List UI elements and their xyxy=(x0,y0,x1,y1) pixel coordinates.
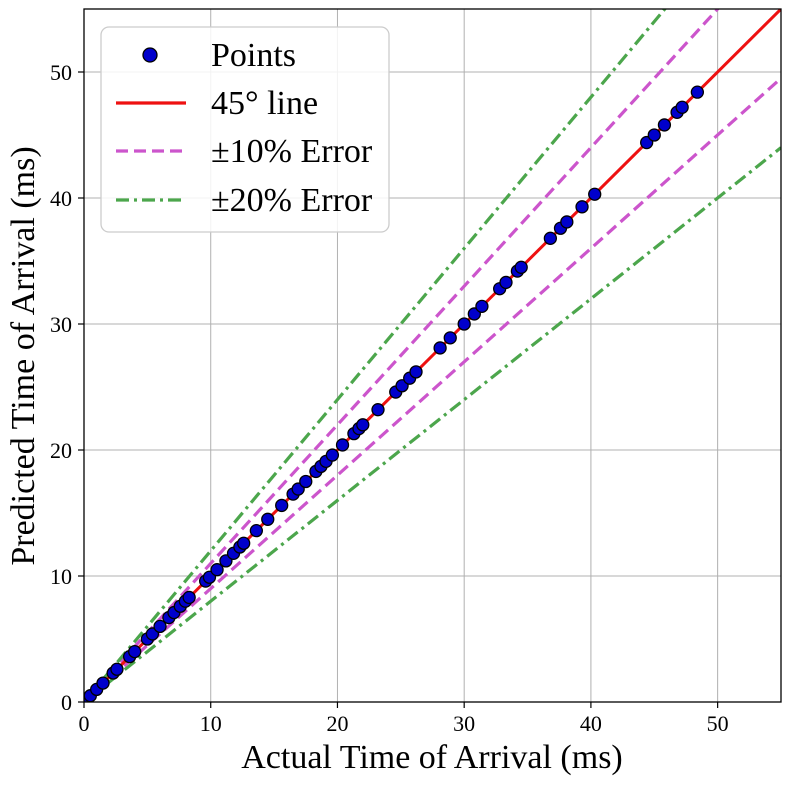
data-point-42 xyxy=(433,341,447,355)
data-point-32 xyxy=(325,448,340,462)
data-point-57 xyxy=(647,128,661,142)
data-point-43 xyxy=(443,331,457,345)
data-point-33 xyxy=(335,438,350,452)
data-point-25 xyxy=(275,498,289,513)
legend-marker-points xyxy=(142,47,158,63)
data-point-18 xyxy=(210,563,224,577)
data-point-41 xyxy=(409,365,423,379)
y-tick-label-0: 0 xyxy=(61,690,72,715)
data-point-55 xyxy=(588,187,602,201)
x-tick-label-0: 0 xyxy=(79,711,90,736)
x-tick-label-3: 30 xyxy=(453,711,475,736)
scatter-points xyxy=(84,85,705,702)
data-point-60 xyxy=(675,100,689,114)
axis-ticks: 0 10 20 30 40 50 0 10 20 30 40 50 xyxy=(50,60,729,736)
legend-label-1: 45° line xyxy=(211,85,318,122)
y-tick-label-5: 50 xyxy=(50,60,72,85)
x-tick-label-5: 50 xyxy=(707,711,729,736)
error-20-line-lower xyxy=(84,146,781,702)
y-tick-label-2: 20 xyxy=(50,438,72,463)
data-point-50 xyxy=(514,260,528,274)
data-point-10 xyxy=(153,619,167,634)
legend-box xyxy=(100,26,390,233)
y-axis-title: Predicted Time of Arrival (ms) xyxy=(5,146,42,565)
y-tick-label-4: 40 xyxy=(50,186,72,211)
x-tick-label-4: 40 xyxy=(580,711,602,736)
data-point-24 xyxy=(261,512,275,526)
data-point-22 xyxy=(237,536,251,550)
data-point-37 xyxy=(371,403,385,417)
data-point-7 xyxy=(128,644,142,659)
error-10-line-lower xyxy=(84,77,781,702)
data-point-36 xyxy=(356,418,370,432)
x-tick-label-1: 10 xyxy=(200,711,222,736)
y-tick-label-3: 30 xyxy=(50,312,72,337)
data-point-51 xyxy=(543,231,558,245)
data-point-46 xyxy=(475,299,489,314)
plot-frame xyxy=(83,8,782,703)
legend-label-2: ±10% Error xyxy=(211,133,373,170)
data-point-23 xyxy=(249,523,263,538)
legend-label-0: Points xyxy=(211,37,296,74)
data-point-44 xyxy=(457,317,471,331)
data-point-5 xyxy=(110,662,124,676)
data-point-28 xyxy=(299,474,313,489)
data-point-15 xyxy=(182,590,196,605)
legend: Points 45° line ±10% Error ±20% Error xyxy=(100,26,390,233)
y-tick-label-1: 10 xyxy=(50,564,72,589)
data-point-48 xyxy=(499,275,513,290)
data-point-3 xyxy=(96,676,110,690)
x-tick-label-2: 20 xyxy=(326,711,348,736)
data-point-61 xyxy=(690,85,705,99)
error-10-line-upper xyxy=(84,9,720,702)
legend-label-3: ±20% Error xyxy=(211,182,373,219)
data-point-58 xyxy=(657,118,672,132)
data-point-54 xyxy=(575,200,589,214)
data-point-53 xyxy=(560,215,574,229)
x-axis-title: Actual Time of Arrival (ms) xyxy=(241,739,623,776)
